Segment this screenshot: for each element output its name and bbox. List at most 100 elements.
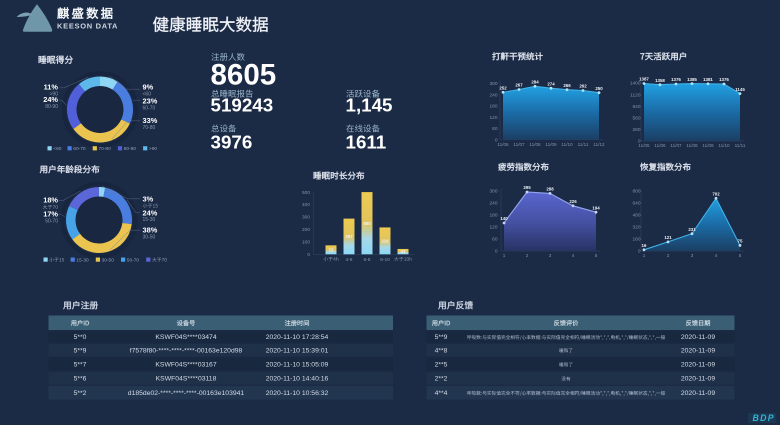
svg-text:5**9: 5**9 — [74, 347, 87, 354]
svg-text:216: 216 — [381, 239, 389, 244]
svg-text:500: 500 — [302, 190, 310, 196]
svg-text:50-70: 50-70 — [45, 218, 58, 224]
svg-text:75: 75 — [738, 239, 743, 244]
svg-text:<60: <60 — [53, 146, 61, 152]
svg-text:266: 266 — [563, 83, 571, 88]
svg-text:>90: >90 — [149, 146, 157, 152]
svg-text:11/06: 11/06 — [654, 143, 666, 148]
svg-text:33%: 33% — [143, 116, 158, 125]
svg-text:11/09: 11/09 — [545, 142, 557, 147]
svg-text:4: 4 — [572, 253, 575, 258]
svg-text:50-70: 50-70 — [127, 258, 140, 264]
svg-text:60-70: 60-70 — [73, 146, 86, 152]
svg-text:3: 3 — [549, 253, 552, 258]
svg-text:2**2: 2**2 — [435, 376, 448, 383]
svg-text:295: 295 — [523, 185, 531, 190]
svg-text:0: 0 — [495, 249, 498, 255]
svg-text:11/10: 11/10 — [561, 142, 573, 147]
svg-text:KEESON DATA: KEESON DATA — [57, 22, 118, 31]
svg-text:11%: 11% — [44, 83, 59, 92]
svg-text:180: 180 — [489, 213, 497, 219]
svg-text:17%: 17% — [43, 210, 58, 219]
svg-text:288: 288 — [546, 187, 554, 192]
svg-text:4**8: 4**8 — [435, 347, 448, 354]
svg-text:640: 640 — [632, 201, 640, 207]
svg-text:80-90: 80-90 — [124, 146, 137, 152]
svg-text:3%: 3% — [143, 194, 154, 203]
svg-text:11/09: 11/09 — [702, 143, 714, 148]
svg-text:1385: 1385 — [687, 77, 697, 82]
svg-text:200: 200 — [302, 227, 310, 233]
svg-text:2020-11-09: 2020-11-09 — [681, 347, 715, 354]
svg-text:1376: 1376 — [719, 77, 729, 82]
svg-text:300: 300 — [489, 81, 497, 87]
svg-text:4**4: 4**4 — [435, 390, 448, 397]
svg-text:121: 121 — [664, 235, 672, 240]
svg-text:231: 231 — [688, 227, 696, 232]
svg-text:702: 702 — [712, 192, 720, 197]
svg-text:KSWF04S****03474: KSWF04S****03474 — [155, 334, 216, 341]
svg-text:519243: 519243 — [211, 95, 274, 116]
svg-text:16: 16 — [642, 243, 647, 248]
svg-text:2020-11-09: 2020-11-09 — [681, 362, 715, 369]
svg-text:180: 180 — [489, 104, 497, 110]
svg-text:70-80: 70-80 — [99, 146, 112, 152]
svg-text:0: 0 — [638, 139, 641, 145]
svg-text:2020-11-09: 2020-11-09 — [681, 390, 715, 397]
svg-text:11/10: 11/10 — [718, 143, 730, 148]
svg-text:2: 2 — [526, 253, 529, 258]
svg-text:100: 100 — [302, 240, 310, 246]
svg-text:1120: 1120 — [630, 92, 641, 98]
svg-text:300: 300 — [489, 189, 497, 195]
svg-text:262: 262 — [579, 84, 587, 89]
svg-text:43: 43 — [401, 249, 406, 254]
svg-text:38%: 38% — [143, 226, 158, 235]
svg-text:70-80: 70-80 — [143, 125, 156, 131]
svg-text:226: 226 — [569, 199, 577, 204]
svg-text:3976: 3976 — [211, 131, 253, 152]
svg-text:9%: 9% — [143, 83, 154, 92]
svg-text:80-90: 80-90 — [45, 104, 58, 110]
svg-text:400: 400 — [302, 202, 310, 208]
svg-text:15-30: 15-30 — [143, 217, 156, 223]
svg-text:8605: 8605 — [211, 58, 277, 91]
svg-text:252: 252 — [499, 86, 507, 91]
svg-text:30-50: 30-50 — [143, 234, 156, 240]
svg-text:60: 60 — [492, 126, 498, 132]
svg-text:24%: 24% — [43, 95, 58, 104]
svg-text:480: 480 — [632, 213, 640, 219]
svg-text:11/07: 11/07 — [513, 142, 525, 147]
svg-text:2020-11-10 15:39:01: 2020-11-10 15:39:01 — [266, 347, 329, 354]
svg-text:280: 280 — [632, 127, 640, 133]
svg-text:5**9: 5**9 — [435, 334, 448, 341]
svg-text:1,145: 1,145 — [346, 95, 393, 116]
svg-text:320: 320 — [632, 225, 640, 231]
svg-text:300: 300 — [302, 215, 310, 221]
svg-text:2**5: 2**5 — [435, 362, 448, 369]
svg-text:560: 560 — [632, 116, 640, 122]
svg-text:11/06: 11/06 — [497, 142, 509, 147]
svg-text:11/11: 11/11 — [578, 142, 589, 147]
svg-text:840: 840 — [632, 104, 640, 110]
svg-text:23%: 23% — [143, 97, 158, 106]
svg-text:1387: 1387 — [639, 77, 649, 82]
svg-text:d185de02-****-****-****-00163e: d185de02-****-****-****-00163e103941 — [128, 390, 245, 397]
svg-text:120: 120 — [489, 225, 497, 231]
svg-text:0: 0 — [638, 249, 641, 255]
svg-text:500: 500 — [363, 221, 371, 226]
svg-text:800: 800 — [632, 189, 640, 195]
svg-text:240: 240 — [489, 92, 497, 98]
svg-text:5**0: 5**0 — [74, 334, 87, 341]
svg-text:5**6: 5**6 — [74, 376, 87, 383]
svg-text:11/11: 11/11 — [735, 143, 746, 148]
svg-text:4-6: 4-6 — [345, 257, 352, 263]
svg-text:60: 60 — [492, 237, 498, 243]
svg-text:1358: 1358 — [655, 78, 665, 83]
svg-text:284: 284 — [531, 80, 539, 85]
svg-text:250: 250 — [595, 86, 603, 91]
svg-text:287: 287 — [345, 234, 353, 239]
svg-text:6-8: 6-8 — [363, 257, 370, 263]
svg-text:1381: 1381 — [703, 77, 713, 82]
svg-text:<60: <60 — [143, 91, 152, 97]
svg-text:5: 5 — [739, 253, 742, 258]
